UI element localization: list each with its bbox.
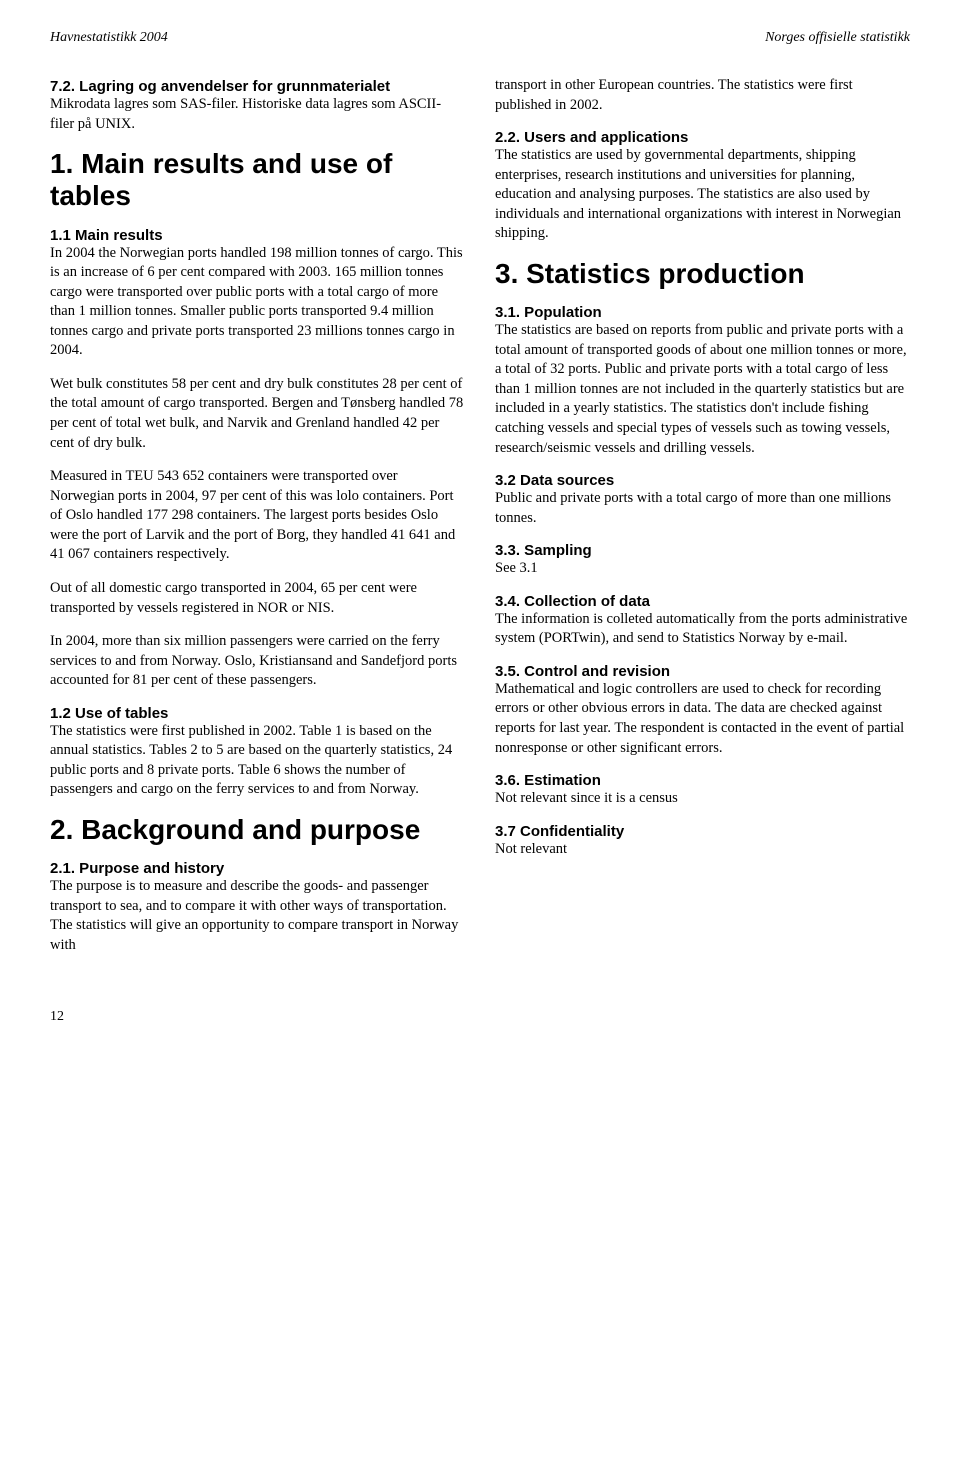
section-2-2-body: The statistics are used by governmental … [495,146,910,244]
heading-statistics-production: 3. Statistics production [495,258,910,290]
section-3-1-body: The statistics are based on reports from… [495,321,910,458]
page-number: 12 [50,1009,910,1025]
paragraph-wet-bulk: Wet bulk constitutes 58 per cent and dry… [50,375,465,453]
section-3-6-title: 3.6. Estimation [495,772,910,789]
section-3-3-body: See 3.1 [495,559,910,579]
paragraph-continuation: transport in other European countries. T… [495,76,910,115]
left-column: 7.2. Lagring og anvendelser for grunnmat… [50,76,465,969]
section-3-4-body: The information is colleted automaticall… [495,610,910,649]
section-2-1-title: 2.1. Purpose and history [50,860,465,877]
section-3-1-title: 3.1. Population [495,304,910,321]
section-3-5-body: Mathematical and logic controllers are u… [495,680,910,758]
header-right: Norges offisielle statistikk [765,30,910,46]
section-7-2-title: 7.2. Lagring og anvendelser for grunnmat… [50,78,465,95]
section-7-2-body: Mikrodata lagres som SAS-filer. Historis… [50,95,465,134]
section-3-2-title: 3.2 Data sources [495,472,910,489]
heading-background: 2. Background and purpose [50,814,465,846]
heading-main-results: 1. Main results and use of tables [50,148,465,212]
section-3-6-body: Not relevant since it is a census [495,789,910,809]
content-columns: 7.2. Lagring og anvendelser for grunnmat… [50,76,910,969]
section-3-4-title: 3.4. Collection of data [495,593,910,610]
section-2-1-body: The purpose is to measure and describe t… [50,877,465,955]
section-3-2-body: Public and private ports with a total ca… [495,489,910,528]
paragraph-passengers: In 2004, more than six million passenger… [50,632,465,691]
section-1-2-body: The statistics were first published in 2… [50,722,465,800]
section-3-3-title: 3.3. Sampling [495,542,910,559]
paragraph-teu: Measured in TEU 543 652 containers were … [50,467,465,565]
section-3-5-title: 3.5. Control and revision [495,663,910,680]
section-3-7-body: Not relevant [495,840,910,860]
section-1-1-title: 1.1 Main results [50,227,465,244]
page-header: Havnestatistikk 2004 Norges offisielle s… [50,30,910,46]
header-left: Havnestatistikk 2004 [50,30,168,46]
section-1-1-body: In 2004 the Norwegian ports handled 198 … [50,244,465,361]
section-2-2-title: 2.2. Users and applications [495,129,910,146]
right-column: transport in other European countries. T… [495,76,910,969]
section-3-7-title: 3.7 Confidentiality [495,823,910,840]
section-1-2-title: 1.2 Use of tables [50,705,465,722]
paragraph-domestic: Out of all domestic cargo transported in… [50,579,465,618]
